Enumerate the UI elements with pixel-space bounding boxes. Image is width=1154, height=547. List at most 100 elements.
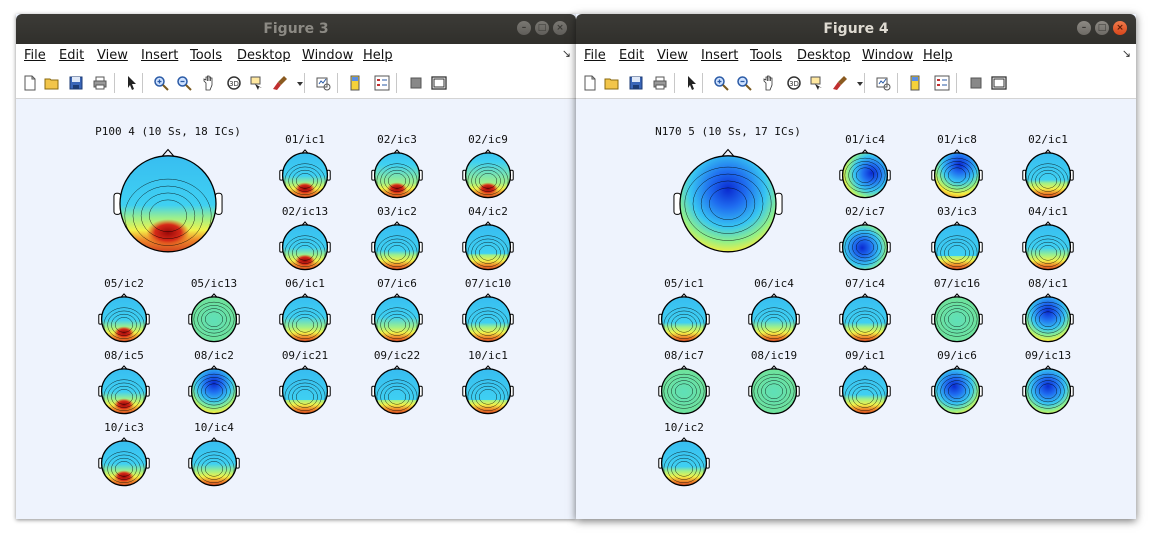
component-label: 10/ic1 <box>468 349 508 362</box>
component-scalp-map <box>656 433 712 493</box>
component-label: 06/ic4 <box>754 277 794 290</box>
rotate-icon[interactable]: 3D <box>226 75 242 91</box>
show-plot-tools-icon[interactable] <box>431 75 447 91</box>
pointer-icon[interactable] <box>124 75 140 91</box>
data-cursor-icon[interactable] <box>809 75 825 91</box>
component-label: 02/ic7 <box>845 205 885 218</box>
figure-4-window[interactable]: Figure 4 – □ × File Edit View Insert Too… <box>576 14 1136 519</box>
open-icon[interactable] <box>604 75 620 91</box>
component-scalp-map <box>277 361 333 421</box>
brush-dropdown-icon[interactable] <box>852 75 863 91</box>
menu-help[interactable]: Help <box>363 48 393 63</box>
menu-window[interactable]: Window <box>862 48 914 63</box>
hide-plot-tools-icon[interactable] <box>968 75 984 91</box>
zoom-in-icon[interactable] <box>153 75 169 91</box>
component-label: 05/ic1 <box>664 277 704 290</box>
cluster-mean-scalp-map <box>108 139 228 263</box>
component-scalp-map <box>746 361 802 421</box>
menu-desktop[interactable]: Desktop <box>797 48 851 63</box>
maximize-button[interactable]: □ <box>1095 21 1109 35</box>
brush-dropdown-icon[interactable] <box>292 75 303 91</box>
component-label: 10/ic2 <box>664 421 704 434</box>
toolbar-separator <box>864 73 865 93</box>
figure-3-window[interactable]: Figure 3 – □ × File Edit View Insert Too… <box>16 14 576 519</box>
component-label: 07/ic4 <box>845 277 885 290</box>
legend-icon[interactable] <box>374 75 390 91</box>
minimize-button[interactable]: – <box>1077 21 1091 35</box>
brush-icon[interactable] <box>832 75 848 91</box>
menu-view[interactable]: View <box>657 48 688 63</box>
dock-arrow-icon[interactable]: ↘ <box>561 47 571 60</box>
window-title: Figure 3 <box>263 21 329 37</box>
component-scalp-map <box>96 289 152 349</box>
new-figure-icon[interactable] <box>22 75 38 91</box>
data-cursor-icon[interactable] <box>249 75 265 91</box>
component-scalp-map <box>277 289 333 349</box>
toolbar-separator <box>956 73 957 93</box>
cluster-main-label: P100 4 (10 Ss, 18 ICs) <box>95 125 241 138</box>
show-plot-tools-icon[interactable] <box>991 75 1007 91</box>
zoom-out-icon[interactable] <box>176 75 192 91</box>
component-scalp-map <box>1020 217 1076 277</box>
component-label: 02/ic1 <box>1028 133 1068 146</box>
zoom-in-icon[interactable] <box>713 75 729 91</box>
component-scalp-map <box>837 361 893 421</box>
print-icon[interactable] <box>92 75 108 91</box>
open-icon[interactable] <box>44 75 60 91</box>
menu-edit[interactable]: Edit <box>59 48 85 63</box>
pan-icon[interactable] <box>201 75 217 91</box>
colorbar-icon[interactable] <box>907 75 923 91</box>
component-scalp-map <box>1020 289 1076 349</box>
menu-file[interactable]: File <box>584 48 606 63</box>
menu-help[interactable]: Help <box>923 48 953 63</box>
pointer-icon[interactable] <box>684 75 700 91</box>
maximize-button[interactable]: □ <box>535 21 549 35</box>
component-scalp-map <box>837 289 893 349</box>
menu-tools[interactable]: Tools <box>190 48 223 63</box>
menu-insert[interactable]: Insert <box>141 48 179 63</box>
link-plot-icon[interactable] <box>315 75 331 91</box>
component-scalp-map <box>460 289 516 349</box>
save-icon[interactable] <box>68 75 84 91</box>
minimize-button[interactable]: – <box>517 21 531 35</box>
component-scalp-map <box>369 145 425 205</box>
component-scalp-map <box>460 217 516 277</box>
print-icon[interactable] <box>652 75 668 91</box>
component-label: 09/ic13 <box>1024 349 1072 362</box>
pan-icon[interactable] <box>761 75 777 91</box>
menu-window[interactable]: Window <box>302 48 354 63</box>
title-bar[interactable]: Figure 4 – □ × <box>576 14 1136 44</box>
brush-icon[interactable] <box>272 75 288 91</box>
zoom-out-icon[interactable] <box>736 75 752 91</box>
close-button[interactable]: × <box>1113 21 1127 35</box>
title-bar[interactable]: Figure 3 – □ × <box>16 14 576 44</box>
component-scalp-map <box>746 289 802 349</box>
menu-desktop[interactable]: Desktop <box>237 48 291 63</box>
component-scalp-map <box>369 217 425 277</box>
close-button[interactable]: × <box>553 21 567 35</box>
component-scalp-map <box>369 361 425 421</box>
dock-arrow-icon[interactable]: ↘ <box>1121 47 1131 60</box>
figure-canvas: N170 5 (10 Ss, 17 ICs) 01/ic4 01/ic8 02/… <box>576 99 1136 519</box>
toolbar-separator <box>396 73 397 93</box>
rotate-icon[interactable]: 3D <box>786 75 802 91</box>
menu-view[interactable]: View <box>97 48 128 63</box>
hide-plot-tools-icon[interactable] <box>408 75 424 91</box>
toolbar-separator <box>142 73 143 93</box>
new-figure-icon[interactable] <box>582 75 598 91</box>
component-label: 01/ic4 <box>845 133 885 146</box>
component-label: 10/ic4 <box>194 421 234 434</box>
menu-tools[interactable]: Tools <box>750 48 783 63</box>
save-icon[interactable] <box>628 75 644 91</box>
link-plot-icon[interactable] <box>875 75 891 91</box>
menu-insert[interactable]: Insert <box>701 48 739 63</box>
component-scalp-map <box>929 361 985 421</box>
menu-file[interactable]: File <box>24 48 46 63</box>
menu-edit[interactable]: Edit <box>619 48 645 63</box>
component-label: 08/ic7 <box>664 349 704 362</box>
colorbar-icon[interactable] <box>347 75 363 91</box>
legend-icon[interactable] <box>934 75 950 91</box>
toolbar: 3D <box>16 68 576 99</box>
component-scalp-map <box>460 361 516 421</box>
cluster-main-label: N170 5 (10 Ss, 17 ICs) <box>655 125 801 138</box>
